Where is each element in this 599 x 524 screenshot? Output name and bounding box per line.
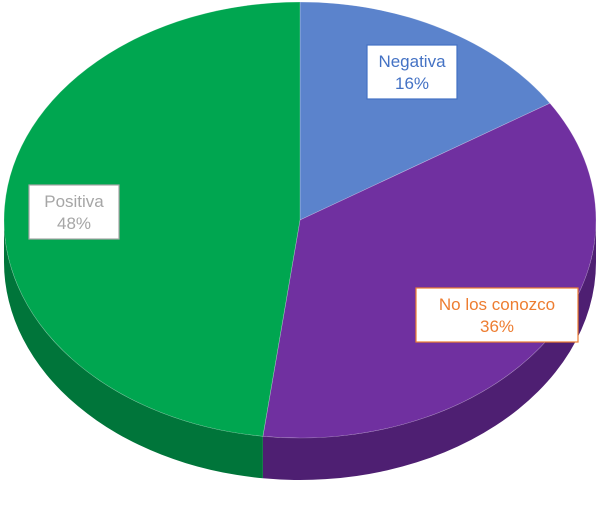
pie-slice-positiva <box>3 1 301 437</box>
pie-slices <box>3 1 597 439</box>
pie-labels: Negativa 16% No los conozco 36% Positiva 48% <box>28 44 579 343</box>
data-label-value: 36% <box>480 317 514 336</box>
data-label-negativa: Negativa 16% <box>366 44 458 100</box>
pie-sides <box>4 220 596 480</box>
data-label-category: Negativa <box>378 52 446 71</box>
data-label-value: 16% <box>395 74 429 93</box>
pie-side-no-los-conozco <box>262 220 596 480</box>
data-label-positiva: Positiva 48% <box>28 184 120 240</box>
data-label-box <box>415 287 579 343</box>
data-label-value: 48% <box>57 214 91 233</box>
pie-side-positiva <box>4 220 263 479</box>
pie-slice-negativa <box>299 1 551 221</box>
data-label-box <box>366 44 458 100</box>
data-label-category: Positiva <box>44 192 104 211</box>
data-label-box <box>28 184 120 240</box>
data-label-category: No los conozco <box>439 295 555 314</box>
data-label-no-los-conozco: No los conozco 36% <box>415 287 579 343</box>
